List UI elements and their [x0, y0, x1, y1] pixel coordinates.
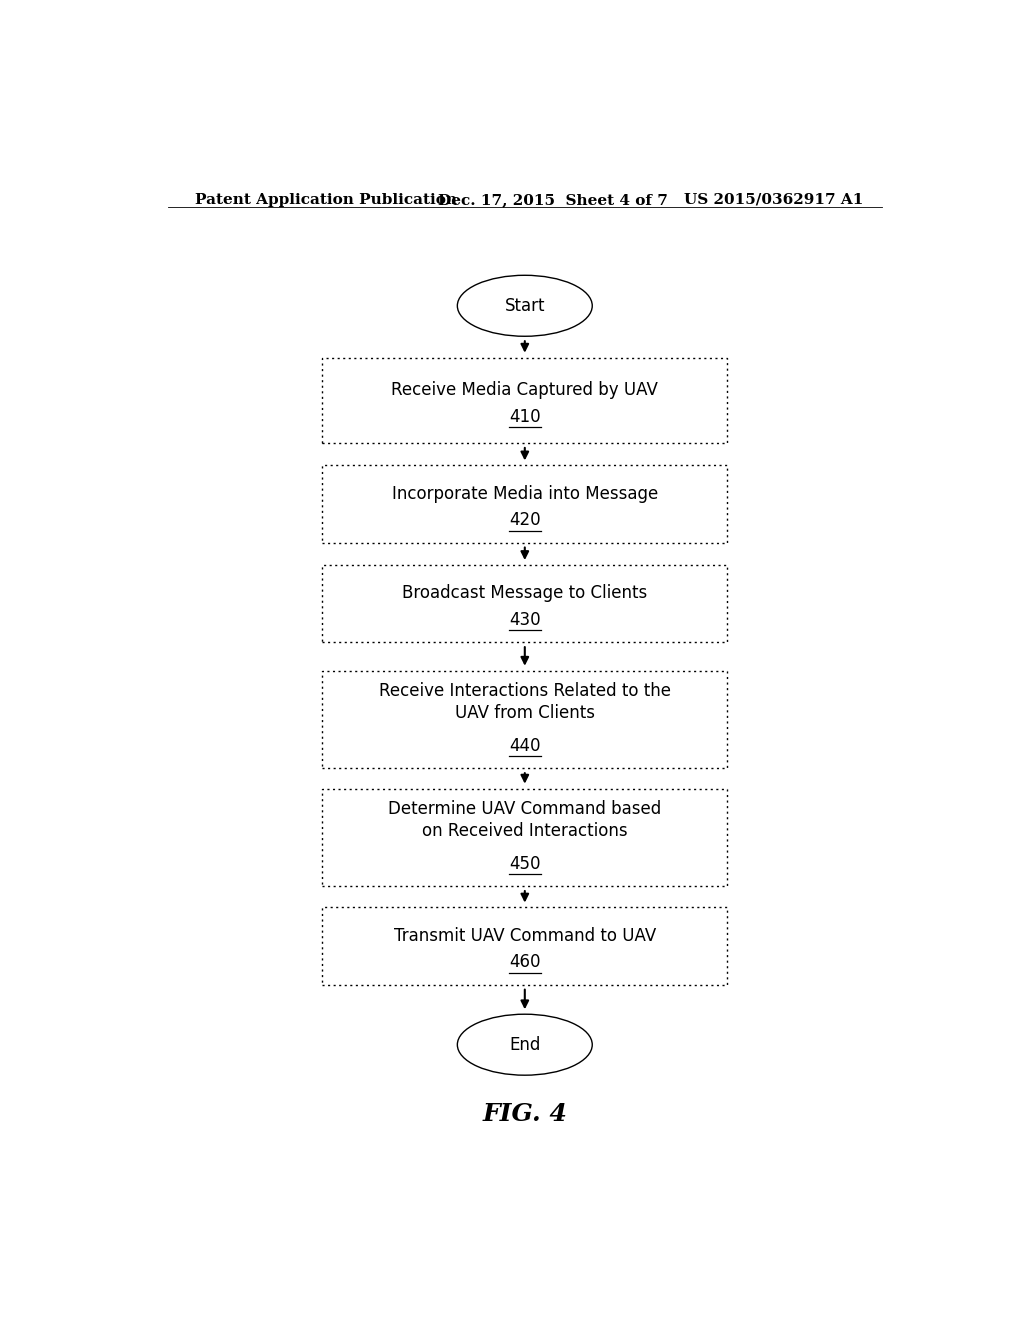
Text: Receive Interactions Related to the
UAV from Clients: Receive Interactions Related to the UAV …: [379, 682, 671, 722]
Bar: [323, 565, 727, 643]
Text: US 2015/0362917 A1: US 2015/0362917 A1: [684, 193, 863, 207]
Ellipse shape: [458, 276, 592, 337]
Text: 410: 410: [509, 408, 541, 425]
Text: Incorporate Media into Message: Incorporate Media into Message: [391, 484, 658, 503]
Text: Receive Media Captured by UAV: Receive Media Captured by UAV: [391, 381, 658, 399]
Text: 450: 450: [509, 855, 541, 873]
Text: FIG. 4: FIG. 4: [482, 1102, 567, 1126]
Text: Transmit UAV Command to UAV: Transmit UAV Command to UAV: [393, 927, 656, 945]
Bar: [323, 466, 727, 543]
Text: 460: 460: [509, 953, 541, 972]
Text: 420: 420: [509, 511, 541, 529]
Text: Patent Application Publication: Patent Application Publication: [196, 193, 458, 207]
Text: Dec. 17, 2015  Sheet 4 of 7: Dec. 17, 2015 Sheet 4 of 7: [437, 193, 668, 207]
Text: Start: Start: [505, 297, 545, 314]
Text: 430: 430: [509, 611, 541, 628]
Text: 440: 440: [509, 737, 541, 755]
Bar: [323, 907, 727, 985]
Bar: [323, 358, 727, 444]
Ellipse shape: [458, 1014, 592, 1076]
Bar: [323, 671, 727, 768]
Text: Determine UAV Command based
on Received Interactions: Determine UAV Command based on Received …: [388, 800, 662, 840]
Text: End: End: [509, 1036, 541, 1053]
Text: Broadcast Message to Clients: Broadcast Message to Clients: [402, 585, 647, 602]
Bar: [323, 788, 727, 886]
